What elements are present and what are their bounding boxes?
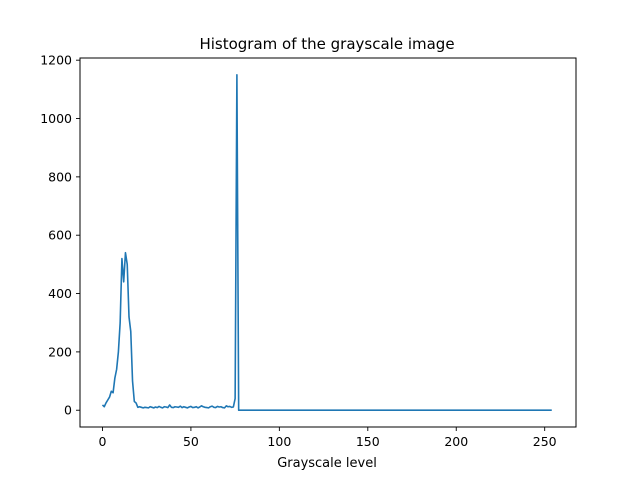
x-tick-label: 200 bbox=[444, 434, 468, 449]
axes-frame bbox=[79, 57, 577, 428]
y-tick-label: 800 bbox=[48, 169, 72, 184]
y-tick-label: 200 bbox=[48, 344, 72, 359]
x-tick-label: 100 bbox=[267, 434, 291, 449]
y-tick-label: 0 bbox=[64, 403, 72, 418]
y-tick-label: 1000 bbox=[40, 111, 72, 126]
x-tick-label: 50 bbox=[183, 434, 199, 449]
x-axis-label: Grayscale level bbox=[277, 456, 377, 471]
series-line-histogram bbox=[101, 73, 552, 412]
y-tick-label: 1200 bbox=[40, 53, 72, 68]
x-tick-label: 250 bbox=[533, 434, 557, 449]
x-tick-label: 0 bbox=[98, 434, 106, 449]
y-tick-label: 400 bbox=[48, 286, 72, 301]
x-tick-label: 150 bbox=[356, 434, 380, 449]
plot-area bbox=[101, 73, 552, 412]
y-tick-label: 600 bbox=[48, 228, 72, 243]
chart-title: Histogram of the grayscale image bbox=[199, 35, 454, 53]
x-axis: 0 50 100 150 200 250 bbox=[98, 427, 557, 449]
y-axis: 0 200 400 600 800 1000 1200 bbox=[40, 53, 80, 418]
